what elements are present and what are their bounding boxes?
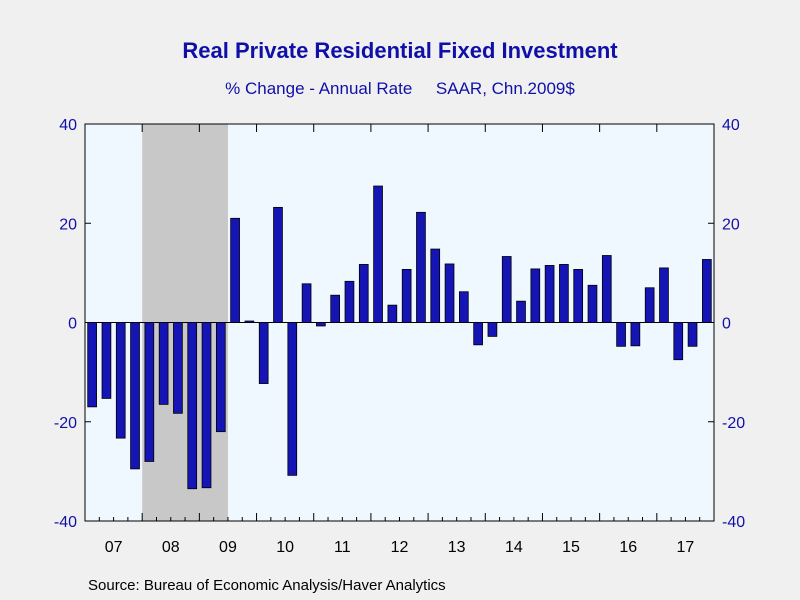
bar-2015Q2 [559,264,569,323]
y-tick-label-left: 40 [59,117,77,134]
y-tick-label-right: 20 [722,216,740,233]
x-tick-label-15: 15 [562,539,580,556]
x-tick-label-09: 09 [219,539,237,556]
bar-2012Q4 [416,211,426,323]
bar-2016Q4 [644,287,655,323]
bar-2010Q2 [273,206,283,323]
bar-2008Q2 [158,322,169,405]
bar-2013Q4 [473,322,483,346]
bar-2015Q3 [573,269,584,323]
bar-2011Q4 [358,264,369,323]
y-tick-label-left: 20 [59,216,77,233]
x-tick-label-17: 17 [677,539,695,556]
bar-2012Q1 [373,185,383,323]
bar-2009Q3 [230,217,240,323]
bar-2010Q1 [258,322,269,384]
bar-2016Q2 [616,322,626,347]
bar-2007Q4 [130,322,140,470]
x-tick-label-13: 13 [448,539,466,556]
bar-2017Q3 [687,322,698,347]
x-tick-label-10: 10 [276,539,294,556]
bar-2008Q1 [144,322,155,462]
x-tick-label-11: 11 [334,539,351,556]
bar-2011Q2 [330,294,341,323]
y-tick-label-right: -40 [722,514,745,531]
bar-2009Q4 [244,320,255,323]
source-note: Source: Bureau of Economic Analysis/Have… [88,577,446,594]
bar-2014Q3 [516,300,526,323]
y-tick-label-right: 40 [722,117,740,134]
x-tick-label-07: 07 [105,539,123,556]
y-tick-label-right: 0 [722,316,731,333]
x-tick-label-12: 12 [391,539,409,556]
bar-2017Q4 [702,259,712,323]
bar-2014Q1 [487,322,498,337]
chart-title: Real Private Residential Fixed Investmen… [182,38,618,63]
bar-2017Q2 [673,322,684,361]
chart-subtitle: % Change - Annual Rate SAAR, Chn.2009$ [225,79,575,98]
bar-2007Q3 [115,322,126,439]
bar-2008Q4 [187,322,198,490]
bar-2012Q2 [387,304,398,323]
bar-2011Q1 [316,322,326,327]
y-tick-label-left: -40 [54,514,77,531]
bar-2015Q4 [587,284,598,323]
bar-2010Q3 [287,322,298,476]
bar-2013Q2 [444,263,455,323]
x-tick-label-08: 08 [162,539,180,556]
bar-2013Q1 [430,248,441,323]
y-tick-label-right: -20 [722,415,745,432]
bar-2011Q3 [344,280,355,323]
bar-2010Q4 [301,283,312,323]
bar-2016Q1 [601,255,612,323]
bar-2017Q1 [659,267,669,323]
bar-2007Q1 [87,322,97,408]
y-tick-label-left: 0 [68,316,77,333]
bar-2009Q1 [201,322,212,489]
bar-2014Q4 [530,268,541,323]
x-tick-label-16: 16 [619,539,637,556]
bar-2013Q3 [458,291,469,323]
bar-2009Q2 [215,322,226,433]
bar-2014Q2 [501,256,512,323]
bar-2012Q3 [401,269,412,323]
bar-2008Q3 [173,322,183,414]
bar-2015Q1 [544,265,555,323]
x-tick-label-14: 14 [505,539,523,556]
bar-2007Q2 [101,322,112,399]
y-tick-label-left: -20 [54,415,77,432]
bar-2016Q3 [630,322,641,347]
